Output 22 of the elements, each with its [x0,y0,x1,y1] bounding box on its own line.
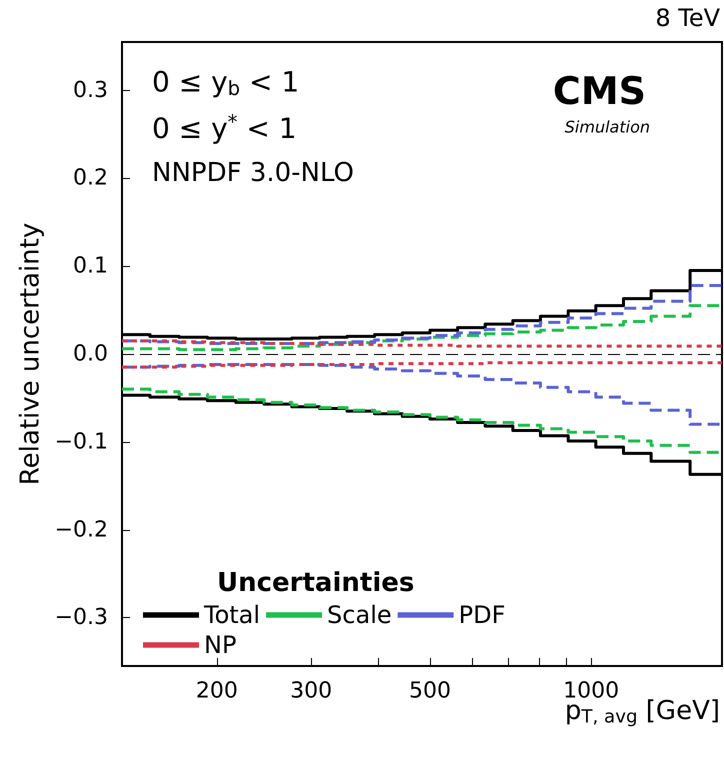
y-tick-label: −0.2 [54,517,108,542]
y-tick-label: 0.3 [73,78,108,103]
x-tick-label: 1000 [563,678,620,704]
legend-label: NP [204,631,236,659]
y-tick-label: 0.1 [73,254,108,279]
legend-title: Uncertainties [217,568,414,598]
legend-label: Scale [327,601,392,629]
text: 8 TeV [655,4,721,32]
y-tick-label: −0.3 [54,605,108,630]
annotation: 0 ≤ y* < 1 [152,110,297,145]
annotation: CMS [552,69,646,113]
y-tick-label: 0.0 [73,342,108,366]
legend-label: Total [203,601,260,629]
y-tick-label: −0.1 [54,429,108,454]
y-tick-label: 0.2 [73,166,108,191]
y-axis-title: Relative uncertainty [16,222,46,486]
x-tick-label: 200 [196,678,238,704]
annotation: NNPDF 3.0-NLO [152,158,354,188]
x-tick-label: 300 [290,678,332,704]
legend-label: PDF [458,601,506,629]
annotation: Simulation [564,118,650,136]
x-tick-label: 500 [408,678,451,704]
